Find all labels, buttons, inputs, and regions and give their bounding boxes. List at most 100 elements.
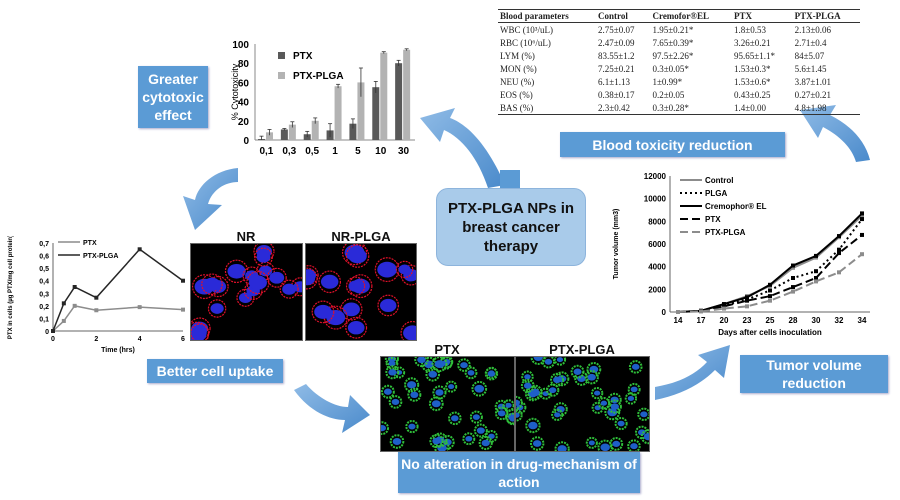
x-tick-label: 0,1 (259, 146, 273, 157)
cytotoxicity-bar-chart: 0 20 40 60 80 100 % Cytotoxicity 0,1 0,3 0,5 1 5 10 3… (230, 40, 415, 157)
y-tick-label: 2000 (648, 285, 666, 294)
arrow-to-cytotoxic (420, 108, 505, 188)
arrow-to-tumor (655, 345, 730, 400)
data-point (837, 270, 841, 275)
data-point (722, 304, 726, 309)
table-cell: MON (%) (500, 63, 537, 74)
y-tick-label: 0 (662, 308, 667, 317)
table-cell: 5.6±1.45 (794, 63, 827, 74)
data-point (181, 278, 185, 283)
table-cell: 1±0.99* (652, 76, 683, 87)
x-tick-label: 28 (789, 316, 798, 325)
data-point (814, 279, 818, 284)
x-tick-label: 4 (138, 336, 142, 343)
y-tick-label: 8000 (648, 217, 666, 226)
x-tick-label: 0,5 (305, 146, 319, 157)
data-point (72, 285, 77, 289)
table-cell: 0.27±0.21 (794, 89, 832, 100)
x-tick-label: 14 (674, 316, 683, 325)
table-cell: 0.3±0.28* (650, 101, 733, 115)
data-point (860, 252, 864, 257)
arrow-center-up (500, 170, 520, 188)
x-tick-label: 0 (51, 336, 55, 343)
callout-uptake: Better cell uptake (147, 359, 283, 383)
y-tick-label: 10000 (644, 195, 667, 204)
table-row: EOS (%) 0.38±0.17 0.2±0.05 0.43±0.25 0.27±0.… (498, 88, 860, 101)
bar-ptx-plga (311, 120, 319, 140)
data-point (837, 251, 841, 256)
y-tick-label: 0,7 (39, 241, 49, 248)
tumor-volume-line-chart: 0 2000 4000 6000 8000 10000 12000 14 17 20 23 25 28 3… (613, 172, 870, 337)
legend-label: PTX (705, 215, 721, 224)
table-cell: LYM (%) (500, 50, 535, 61)
image-label-ptx: PTX (434, 342, 460, 357)
y-tick-label: 0 (45, 329, 49, 336)
x-tick-label: 2 (94, 336, 98, 343)
table-cell: 3.87±1.01 (794, 76, 832, 87)
table-row: WBC (10³/uL) 2.75±0.07 1.95±0.21* 1.8±0.53 2… (498, 23, 860, 37)
ptx-plga-microscopy-image (515, 356, 650, 452)
table-cell: 1.53±0.3* (734, 63, 771, 74)
data-point (768, 282, 772, 287)
table-cell: 84±5.07 (794, 50, 825, 61)
data-point (768, 288, 772, 293)
table-cell: WBC (10³/uL) (500, 24, 553, 35)
table-cell: 1.53±0.6* (734, 76, 771, 87)
y-axis-label: PTX in cells (µg PTX/mg cell protein) (8, 236, 14, 339)
legend-label: Control (705, 176, 733, 185)
y-tick-label: 0,5 (39, 266, 49, 273)
table-cell: EOS (%) (500, 89, 533, 100)
y-axis-label: % Cytotoxicity (230, 63, 240, 120)
legend-label: Cremophor® EL (705, 202, 767, 211)
y-tick-label: 4000 (648, 263, 666, 272)
callout-blood: Blood toxicity reduction (560, 132, 785, 157)
data-point (791, 276, 795, 280)
x-tick-label: 6 (181, 336, 185, 343)
data-point (791, 289, 795, 294)
table-cell: 0.3±0.05* (652, 63, 689, 74)
bar-ptx-plga (266, 132, 273, 140)
table-cell: 97.5±2.26* (652, 50, 694, 61)
x-axis-label: Time (hrs) (101, 347, 135, 354)
table-header-row: Blood parameters Control Cremofor®EL PTX PTX… (498, 9, 860, 23)
x-tick-label: 30 (398, 146, 410, 157)
data-point (745, 298, 749, 303)
column-header: Cremofor®EL (650, 9, 733, 23)
table-cell: 2.75±0.07 (598, 24, 635, 35)
table-cell: 2.47±0.09 (598, 37, 635, 48)
x-tick-label: 30 (812, 316, 821, 325)
x-tick-label: 20 (720, 316, 729, 325)
table-cell: 4.8±1.98 (792, 101, 860, 115)
data-point (722, 302, 726, 307)
center-title: PTX-PLGA NPs in breast cancer therapy (436, 188, 586, 266)
cells-overlay (191, 244, 302, 340)
bar-ptx (349, 123, 357, 140)
data-point (860, 217, 864, 222)
data-point (860, 232, 864, 237)
arrow-to-uptake (183, 168, 238, 230)
y-tick-label: 12000 (644, 172, 667, 181)
table-cell: BAS (%) (498, 101, 596, 115)
arrow-to-mechanism (294, 384, 370, 433)
table-cell: 1.4±0.00 (732, 101, 793, 115)
bar-ptx-plga (334, 86, 342, 140)
data-point (814, 253, 818, 258)
data-point (860, 211, 864, 216)
x-tick-label: 32 (835, 316, 844, 325)
bar-ptx-plga (357, 82, 365, 140)
data-point (745, 304, 749, 309)
y-tick-label: 0,2 (39, 304, 49, 311)
legend-label: PTX-PLGA (293, 71, 344, 82)
data-point (699, 309, 703, 314)
legend-label: PLGA (705, 189, 727, 198)
data-point (814, 269, 818, 274)
bar-ptx-plga (380, 52, 388, 140)
table-cell: 0.38±0.17 (598, 89, 635, 100)
x-tick-label: 34 (858, 316, 867, 325)
data-point (137, 247, 142, 252)
table-cell: 7.25±0.21 (598, 63, 635, 74)
series-line-3 (677, 234, 863, 313)
table-cell: 1.8±0.53 (734, 24, 766, 35)
table-cell: 0.43±0.25 (734, 89, 771, 100)
